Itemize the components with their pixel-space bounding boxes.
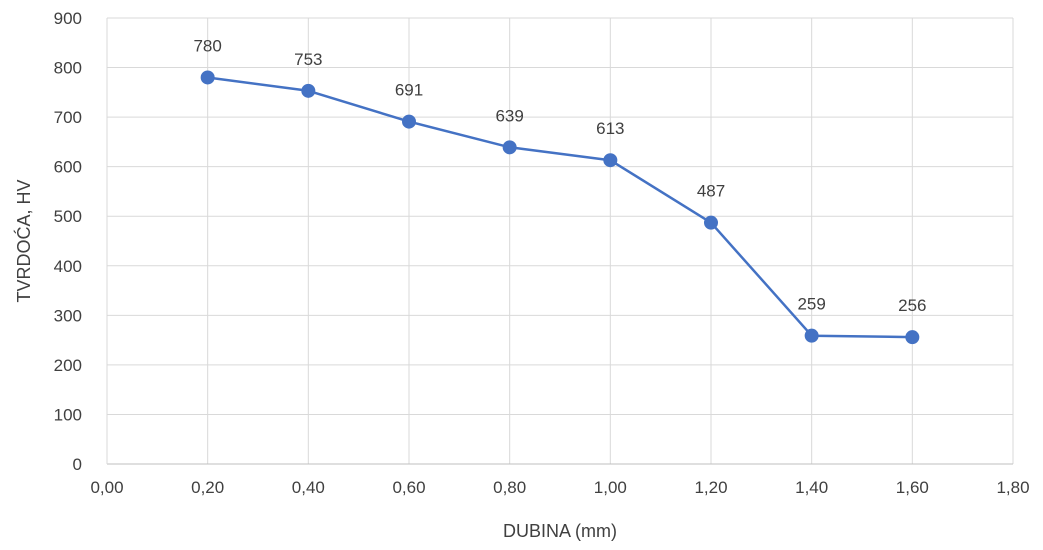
- data-point: [905, 330, 920, 345]
- x-tick-label: 1,20: [694, 478, 727, 497]
- y-tick-label: 800: [54, 59, 82, 78]
- x-tick-label: 0,00: [90, 478, 123, 497]
- x-axis-title: DUBINA (mm): [503, 521, 617, 541]
- vertical-gridlines: [207, 18, 1014, 464]
- y-tick-label: 200: [54, 356, 82, 375]
- y-tick-label: 0: [73, 455, 82, 474]
- data-point: [704, 215, 718, 230]
- data-point: [603, 153, 618, 168]
- data-label: 259: [797, 295, 825, 314]
- data-label: 753: [294, 50, 322, 69]
- x-tick-label: 1,40: [795, 478, 828, 497]
- y-tick-label: 900: [54, 9, 82, 28]
- data-label: 639: [495, 106, 523, 125]
- data-label: 691: [395, 81, 423, 100]
- data-point: [804, 328, 819, 343]
- y-axis-title: TVRDOĆA, HV: [13, 179, 34, 302]
- x-tick-label: 1,00: [594, 478, 627, 497]
- x-tick-labels: 0,00 0,20 0,40 0,60 0,80 1,00 1,20 1,40 1,60 1,80: [90, 478, 1029, 497]
- x-tick-label: 1,60: [896, 478, 929, 497]
- data-label: 487: [697, 182, 725, 201]
- data-label: 256: [898, 296, 926, 315]
- y-tick-label: 100: [54, 405, 82, 424]
- data-point: [301, 83, 316, 98]
- y-tick-label: 700: [54, 108, 82, 127]
- data-label: 780: [193, 36, 221, 55]
- axes: [106, 18, 1013, 465]
- data-point: [402, 114, 416, 129]
- y-tick-label: 600: [54, 158, 82, 177]
- x-tick-label: 0,60: [392, 478, 425, 497]
- data-point: [200, 70, 215, 85]
- x-tick-label: 0,80: [493, 478, 526, 497]
- y-tick-label: 500: [54, 207, 82, 226]
- series-line: [207, 76, 913, 339]
- y-tick-label: 300: [54, 306, 82, 325]
- data-label: 613: [596, 119, 624, 138]
- x-tick-label: 0,20: [191, 478, 224, 497]
- data-labels: 780 753 691 639 613 487 259 256: [193, 36, 926, 315]
- x-tick-label: 0,40: [292, 478, 325, 497]
- y-tick-label: 400: [54, 257, 82, 276]
- horizontal-gridlines: [107, 17, 1013, 415]
- x-tick-label: 1,80: [996, 478, 1029, 497]
- data-point: [502, 140, 517, 155]
- y-tick-labels: 0 100 200 300 400 500 600 700 800 900: [54, 9, 82, 474]
- series-group: [200, 70, 920, 345]
